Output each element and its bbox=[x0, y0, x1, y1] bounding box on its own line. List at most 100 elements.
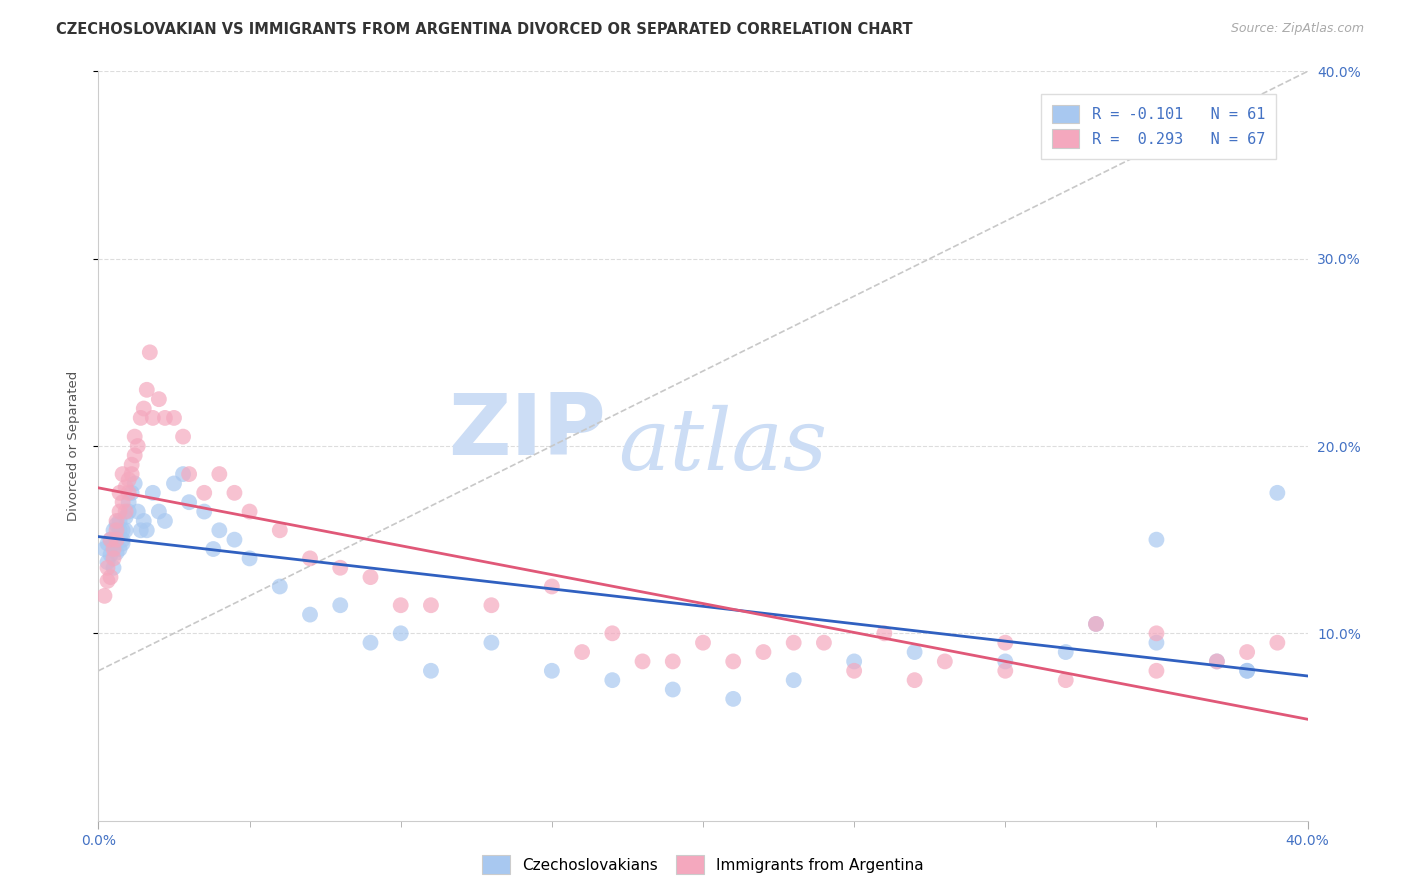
Point bbox=[108, 542, 131, 557]
Point bbox=[299, 607, 322, 622]
Point bbox=[783, 635, 806, 649]
Point bbox=[692, 635, 714, 649]
Point bbox=[105, 517, 128, 532]
Legend: R = -0.101   N = 61, R =  0.293   N = 67: R = -0.101 N = 61, R = 0.293 N = 67 bbox=[1042, 94, 1275, 159]
Point bbox=[224, 486, 246, 500]
Point bbox=[1236, 645, 1258, 659]
Point bbox=[299, 551, 322, 566]
Point bbox=[96, 574, 118, 588]
Point bbox=[135, 383, 157, 397]
Point bbox=[129, 524, 152, 538]
Point bbox=[111, 536, 134, 550]
Point bbox=[103, 524, 125, 538]
Point bbox=[111, 495, 134, 509]
Point bbox=[1206, 655, 1229, 669]
Point bbox=[224, 533, 246, 547]
Point bbox=[105, 524, 128, 538]
Point bbox=[103, 536, 125, 550]
Point bbox=[179, 495, 201, 509]
Point bbox=[813, 635, 835, 649]
Point bbox=[1236, 664, 1258, 678]
Point bbox=[269, 580, 291, 594]
Point bbox=[1144, 635, 1167, 649]
Point bbox=[100, 533, 122, 547]
Point bbox=[127, 439, 149, 453]
Point bbox=[723, 692, 745, 706]
Point bbox=[602, 626, 624, 640]
Point bbox=[239, 505, 262, 519]
Point bbox=[752, 645, 775, 659]
Text: Source: ZipAtlas.com: Source: ZipAtlas.com bbox=[1230, 22, 1364, 36]
Point bbox=[142, 486, 165, 500]
Y-axis label: Divorced or Separated: Divorced or Separated bbox=[67, 371, 80, 521]
Point bbox=[105, 533, 128, 547]
Point bbox=[1085, 617, 1108, 632]
Point bbox=[103, 542, 125, 557]
Point bbox=[1085, 617, 1108, 632]
Point bbox=[1054, 673, 1077, 688]
Point bbox=[124, 449, 146, 463]
Point bbox=[132, 401, 155, 416]
Point bbox=[540, 580, 562, 594]
Point bbox=[661, 655, 683, 669]
Point bbox=[481, 635, 503, 649]
Point bbox=[208, 467, 231, 482]
Point bbox=[105, 514, 128, 528]
Point bbox=[111, 524, 134, 538]
Point bbox=[202, 542, 225, 557]
Point bbox=[1144, 664, 1167, 678]
Point bbox=[1267, 486, 1289, 500]
Point bbox=[105, 546, 128, 560]
Point bbox=[148, 392, 170, 407]
Point bbox=[121, 467, 143, 482]
Point bbox=[481, 599, 503, 613]
Point bbox=[103, 561, 125, 575]
Point bbox=[111, 467, 134, 482]
Text: ZIP: ZIP bbox=[449, 390, 606, 473]
Point bbox=[153, 411, 176, 425]
Point bbox=[873, 626, 896, 640]
Point bbox=[163, 411, 186, 425]
Point bbox=[389, 626, 412, 640]
Point bbox=[93, 542, 115, 557]
Point bbox=[540, 664, 562, 678]
Point bbox=[172, 430, 194, 444]
Point bbox=[329, 599, 352, 613]
Point bbox=[783, 673, 806, 688]
Point bbox=[360, 635, 382, 649]
Point bbox=[994, 664, 1017, 678]
Point bbox=[108, 505, 131, 519]
Point bbox=[631, 655, 654, 669]
Point bbox=[661, 682, 683, 697]
Point bbox=[96, 555, 118, 569]
Point bbox=[100, 533, 122, 547]
Text: CZECHOSLOVAKIAN VS IMMIGRANTS FROM ARGENTINA DIVORCED OR SEPARATED CORRELATION C: CZECHOSLOVAKIAN VS IMMIGRANTS FROM ARGEN… bbox=[56, 22, 912, 37]
Point bbox=[1144, 533, 1167, 547]
Point bbox=[118, 505, 141, 519]
Point bbox=[193, 505, 215, 519]
Point bbox=[904, 645, 927, 659]
Point bbox=[96, 536, 118, 550]
Point bbox=[148, 505, 170, 519]
Point bbox=[108, 514, 131, 528]
Point bbox=[360, 570, 382, 584]
Point bbox=[118, 473, 141, 487]
Point bbox=[100, 570, 122, 584]
Point bbox=[121, 486, 143, 500]
Point bbox=[179, 467, 201, 482]
Point bbox=[844, 655, 866, 669]
Point bbox=[1267, 635, 1289, 649]
Point bbox=[111, 533, 134, 547]
Point bbox=[105, 533, 128, 547]
Point bbox=[132, 514, 155, 528]
Point bbox=[269, 524, 291, 538]
Point bbox=[571, 645, 593, 659]
Point bbox=[723, 655, 745, 669]
Point bbox=[114, 480, 136, 494]
Point bbox=[153, 514, 176, 528]
Point bbox=[934, 655, 956, 669]
Point bbox=[108, 486, 131, 500]
Point bbox=[420, 664, 443, 678]
Legend: Czechoslovakians, Immigrants from Argentina: Czechoslovakians, Immigrants from Argent… bbox=[477, 849, 929, 880]
Point bbox=[193, 486, 215, 500]
